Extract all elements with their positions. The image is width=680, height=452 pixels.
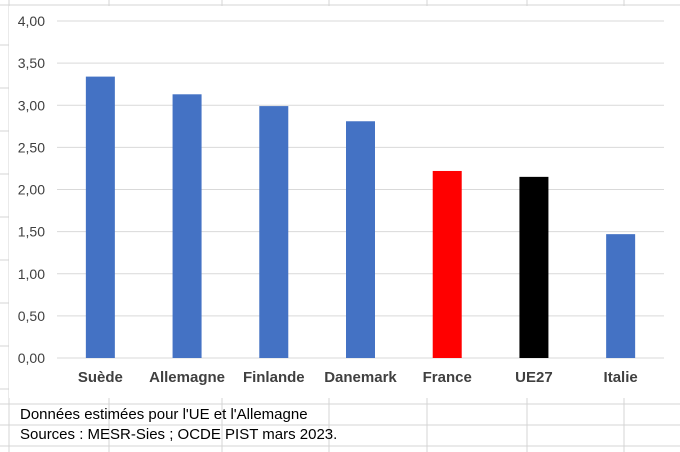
bar [172, 94, 202, 359]
y-tick-label: 0,00 [18, 350, 45, 366]
y-tick-label: 2,50 [18, 139, 45, 155]
x-tick-label: Finlande [243, 369, 305, 386]
note-estimates: Données estimées pour l'UE et l'Allemagn… [20, 406, 308, 423]
y-tick-label: 1,50 [18, 224, 45, 240]
bar [606, 234, 636, 358]
bar [346, 121, 375, 358]
y-axis-ticks: 0,00 0,50 1,00 1,50 2,00 2,50 3,00 3,50 4,00 [18, 13, 45, 366]
x-tick-label: France [423, 369, 472, 386]
x-tick-label: Suède [78, 369, 123, 386]
chart-bars [85, 76, 636, 359]
bar [519, 176, 549, 358]
x-tick-label: UE27 [515, 369, 553, 386]
note-sources: Sources : MESR-Sies ; OCDE PIST mars 202… [20, 426, 338, 443]
y-tick-label: 0,50 [18, 308, 45, 324]
bar [432, 170, 462, 358]
bar [259, 106, 289, 358]
y-tick-label: 4,00 [18, 13, 45, 29]
x-axis-ticks: Suède Allemagne Finlande Danemark France UE27… [78, 369, 638, 386]
y-tick-label: 2,00 [18, 182, 45, 198]
x-tick-label: Allemagne [149, 369, 225, 386]
x-tick-label: Danemark [324, 369, 397, 386]
y-tick-label: 1,00 [18, 266, 45, 282]
bar [85, 76, 115, 358]
chart-area [9, 6, 680, 398]
chart-notes: Données estimées pour l'UE et l'Allemagn… [20, 405, 337, 445]
y-tick-label: 3,00 [18, 97, 45, 113]
x-tick-label: Italie [604, 369, 638, 386]
y-tick-label: 3,50 [18, 55, 45, 71]
